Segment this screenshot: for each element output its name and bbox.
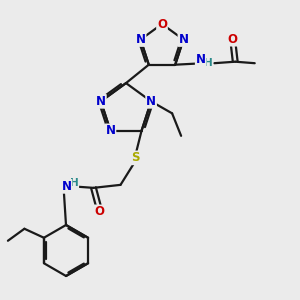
Text: N: N [96, 95, 106, 108]
Text: H: H [204, 58, 213, 68]
Text: S: S [131, 152, 140, 164]
Text: N: N [136, 33, 146, 46]
Text: N: N [106, 124, 116, 137]
Text: N: N [146, 95, 156, 108]
Text: O: O [228, 33, 238, 46]
Text: O: O [94, 206, 104, 218]
Text: N: N [196, 53, 206, 66]
Text: O: O [157, 17, 167, 31]
Text: N: N [178, 33, 188, 46]
Text: H: H [70, 178, 78, 188]
Text: N: N [61, 180, 71, 193]
